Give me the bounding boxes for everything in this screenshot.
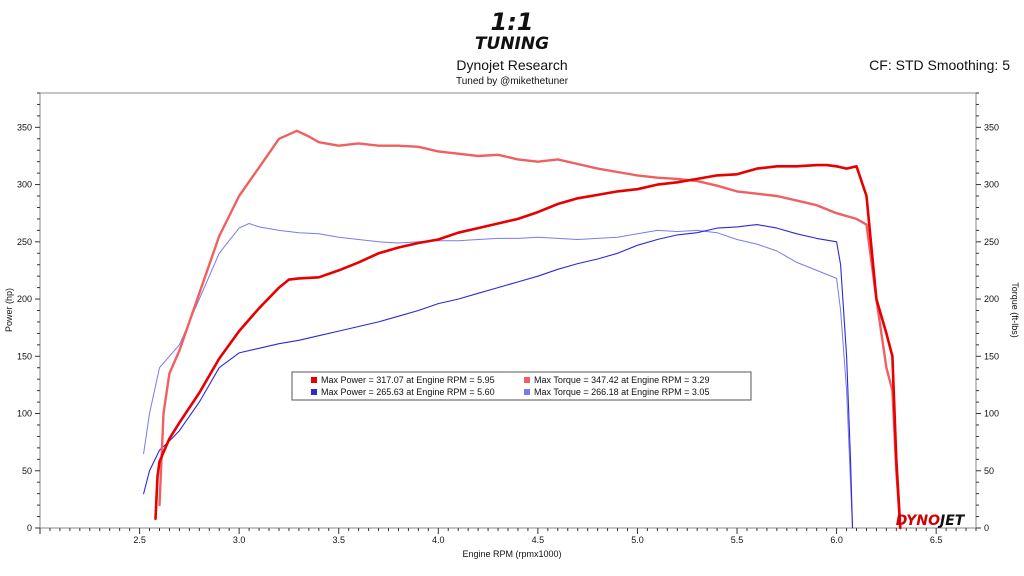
legend-entry-3: Max Torque = 266.18 at Engine RPM = 3.05: [534, 387, 709, 397]
x-tick-label: 5.5: [731, 535, 744, 545]
y-axis-left-label: Power (hp): [4, 288, 14, 332]
y-right-tick-label: 150: [984, 351, 999, 361]
brand-part-1: DYNO: [896, 513, 940, 529]
chart-subtitle: Tuned by @mikethetuner: [456, 76, 569, 87]
logo-top-text: 1:1: [491, 8, 534, 36]
x-axis-label: Engine RPM (rpmx1000): [462, 549, 561, 559]
tuning-logo: 1:1 TUNING: [475, 8, 549, 54]
correction-factor-label: CF: STD Smoothing: 5: [869, 57, 1010, 73]
brand-part-2: JET: [937, 513, 966, 529]
y-right-tick-label: 50: [984, 466, 994, 476]
x-tick-label: 3.0: [233, 535, 246, 545]
y-left-tick-label: 350: [17, 122, 32, 132]
axes: 2.5 3.0 3.5 4.0 4.5 5.0 5.5 6.0 6.5 0 0 50 50 100 100 1…: [17, 92, 999, 545]
y-left-tick-label: 100: [17, 409, 32, 419]
power-run-2-line: [143, 224, 854, 529]
x-tick-label: 3.5: [332, 535, 345, 545]
legend-swatch-0: [311, 377, 317, 383]
y-right-tick-label: 350: [984, 122, 999, 132]
y-left-tick-label: 300: [17, 180, 32, 190]
y-left-tick-label: 0: [27, 523, 32, 533]
legend-swatch-2: [311, 389, 317, 395]
torque-run-2-line: [143, 223, 853, 529]
y-left-tick-label: 50: [22, 466, 32, 476]
x-tick-label: 6.5: [930, 535, 943, 545]
legend-swatch-3: [524, 389, 530, 395]
legend-box: [291, 371, 752, 401]
series-group: [143, 129, 902, 530]
y-right-tick-label: 300: [984, 180, 999, 190]
torque-run-1-line: [158, 129, 902, 530]
chart-title: Dynojet Research: [456, 57, 567, 73]
power-run-1-line: [154, 163, 902, 530]
y-right-tick-label: 100: [984, 409, 999, 419]
y-right-tick-label: 200: [984, 294, 999, 304]
x-tick-label: 4.0: [432, 535, 445, 545]
y-left-tick-label: 250: [17, 237, 32, 247]
y-axis-right-label: Torque (ft-lbs): [1010, 282, 1020, 338]
x-tick-label: 5.0: [631, 535, 644, 545]
x-tick-label: 2.5: [133, 535, 146, 545]
y-right-tick-label: 0: [984, 523, 989, 533]
x-tick-label: 6.0: [830, 535, 843, 545]
legend: Max Power = 317.07 at Engine RPM = 5.95 …: [291, 371, 752, 401]
logo-bottom-text: TUNING: [475, 34, 549, 54]
legend-entry-1: Max Torque = 347.42 at Engine RPM = 3.29: [534, 375, 709, 385]
legend-entry-0: Max Power = 317.07 at Engine RPM = 5.95: [321, 375, 495, 385]
legend-swatch-1: [524, 377, 530, 383]
y-right-tick-label: 250: [984, 237, 999, 247]
legend-entry-2: Max Power = 265.63 at Engine RPM = 5.60: [321, 387, 495, 397]
y-left-tick-label: 200: [17, 294, 32, 304]
y-left-tick-label: 150: [17, 351, 32, 361]
dynojet-brand: DYNOJET: [896, 513, 966, 529]
x-tick-label: 4.5: [532, 535, 545, 545]
